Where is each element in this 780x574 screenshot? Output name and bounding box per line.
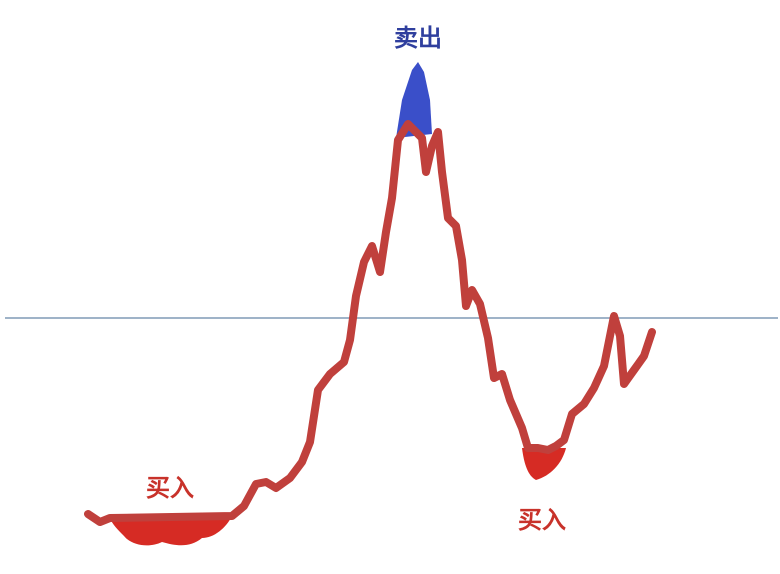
buy-label-left: 买入 <box>146 474 194 502</box>
price-curve <box>88 124 652 522</box>
buy-label-right: 买入 <box>518 506 566 534</box>
sell-label: 卖出 <box>394 24 442 52</box>
